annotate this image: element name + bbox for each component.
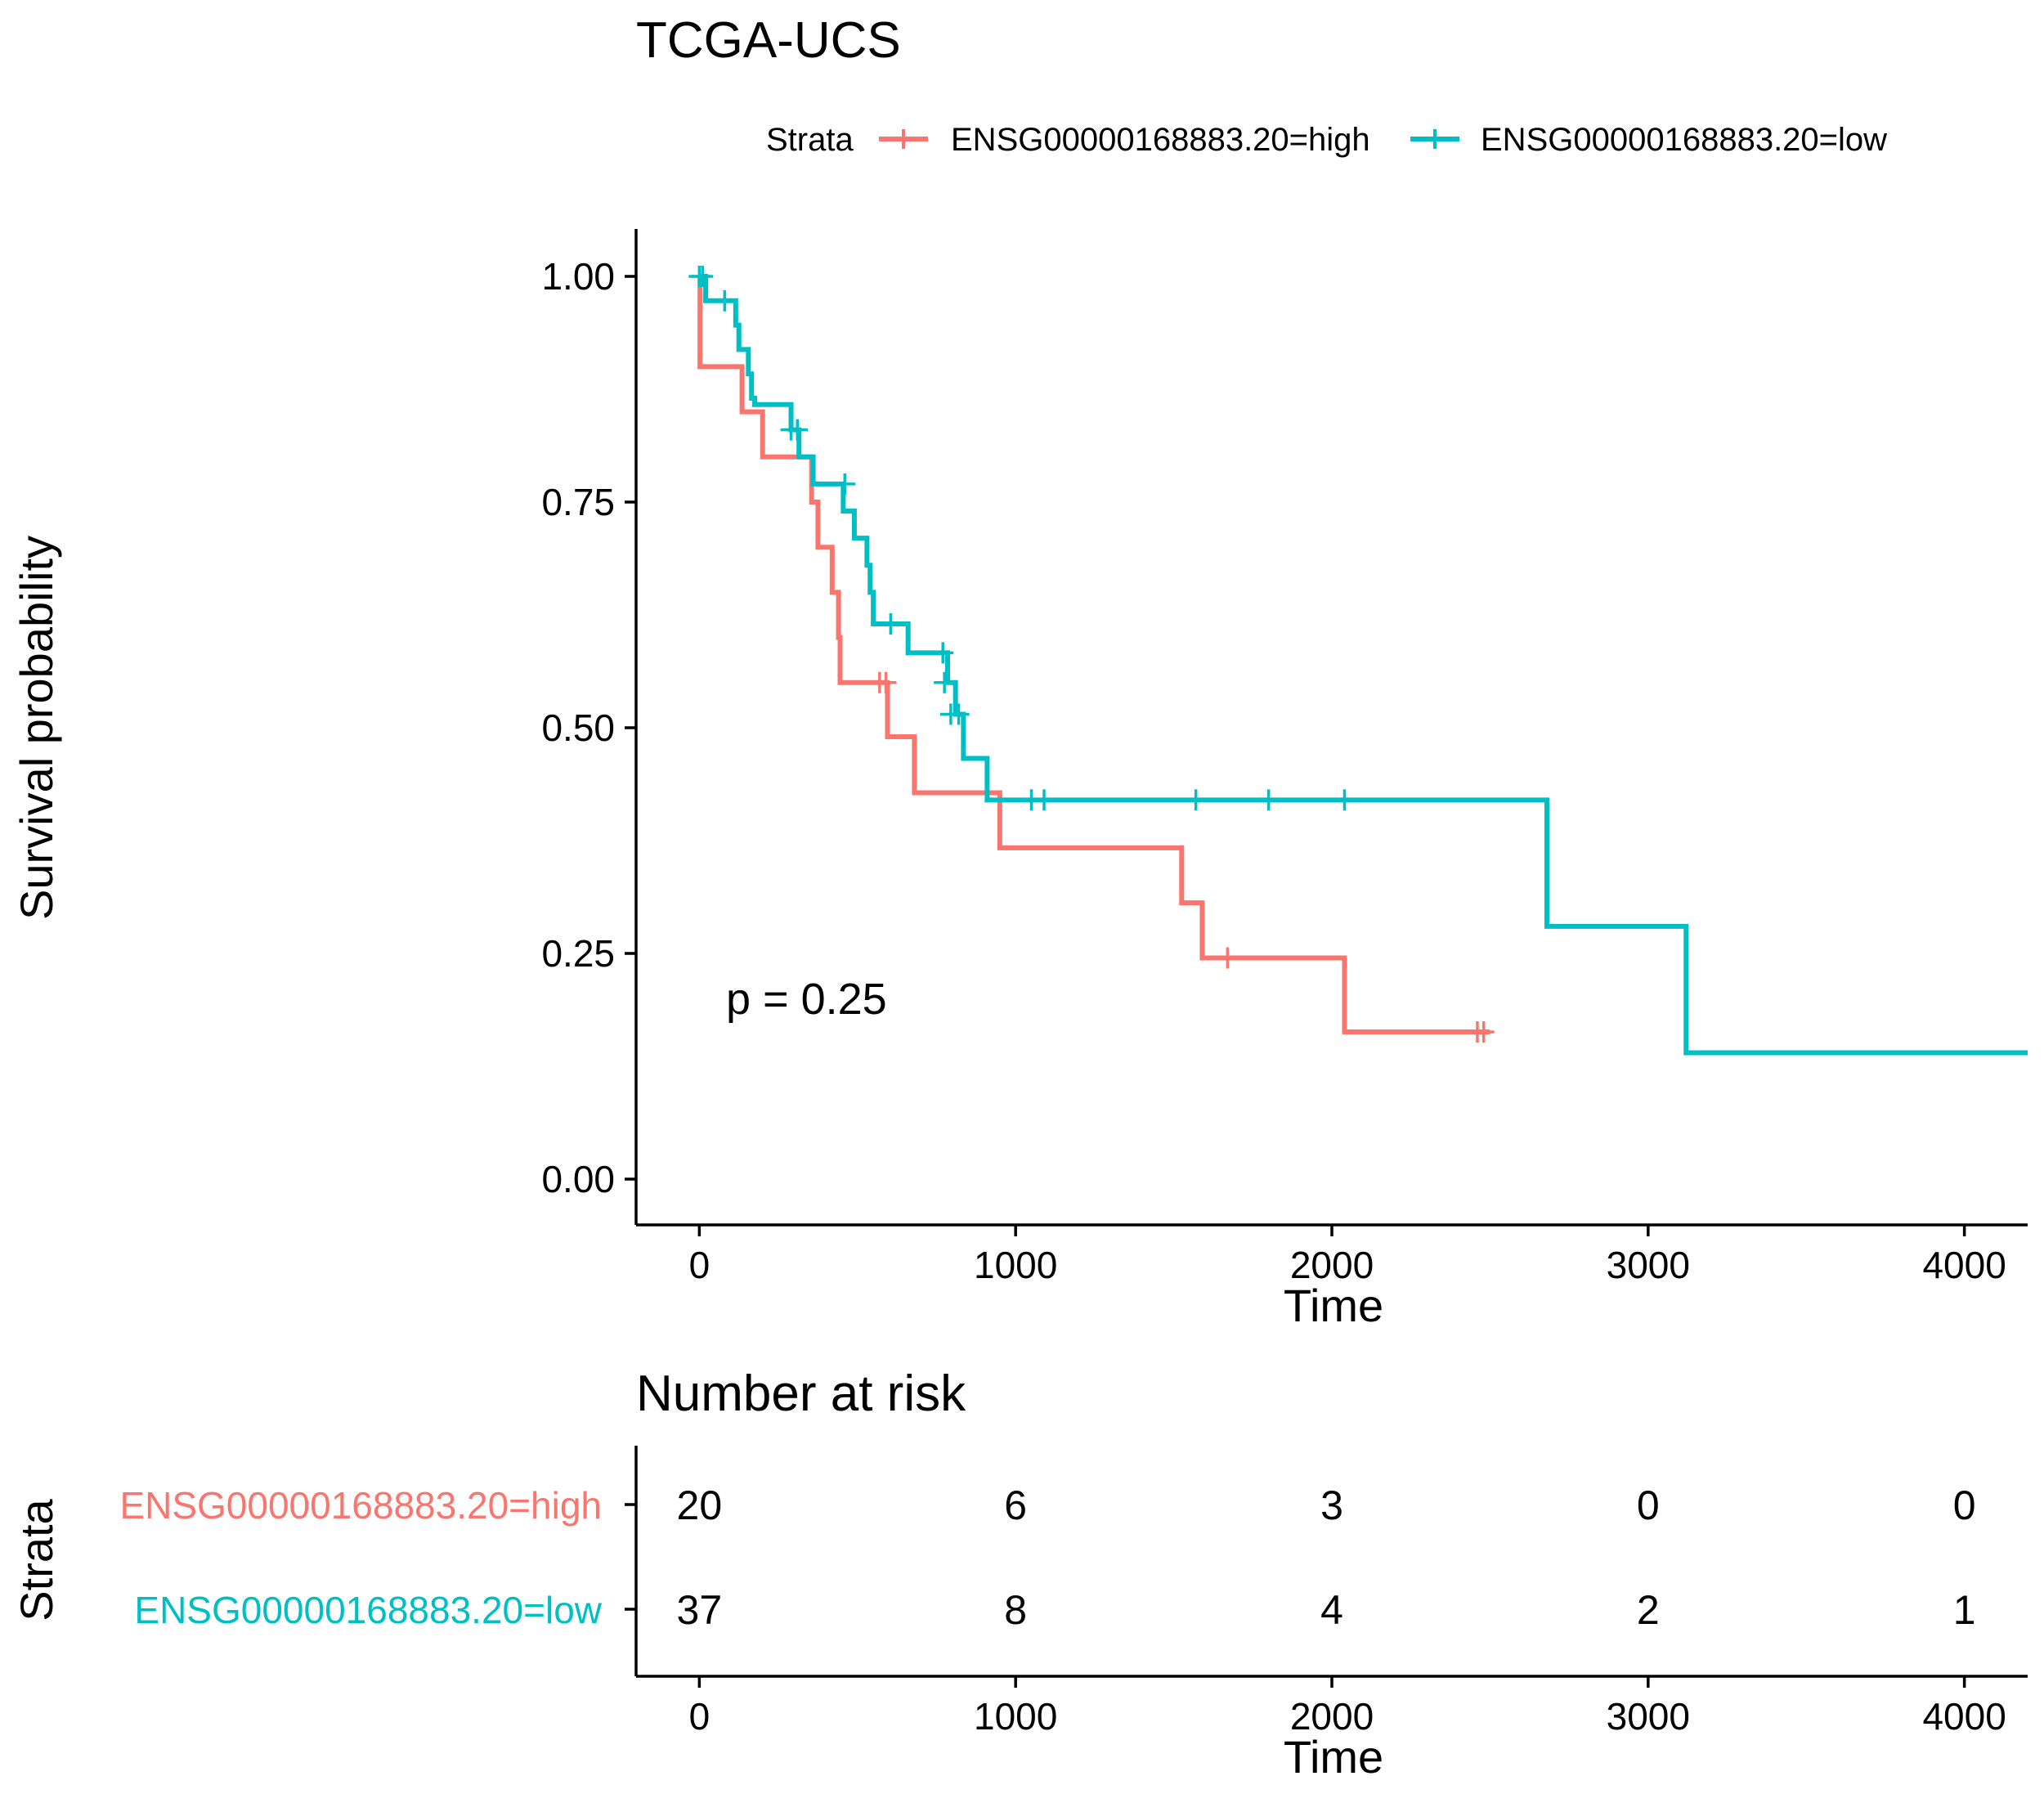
x-tick-label: 2000 [1290,1244,1374,1286]
risk-count-low: 8 [1004,1587,1027,1633]
risk-table-title: Number at risk [636,1366,966,1422]
y-axis-title: Survival probability [11,536,62,920]
legend-key-high [879,129,928,149]
x-axis-ticks: 0 1000 2000 3000 4000 [689,1225,2006,1286]
p-value-annotation: p = 0.25 [726,975,887,1024]
risk-x-tick-label: 1000 [974,1695,1057,1738]
risk-count-low: 37 [677,1587,723,1633]
survival-curve-high [697,274,1490,1035]
risk-x-axis-title: Time [1284,1731,1383,1783]
risk-x-tick-label: 3000 [1607,1695,1690,1738]
chart-title: TCGA-UCS [636,12,901,69]
y-axis-ticks: 0.00 0.25 0.50 0.75 1.00 [541,255,636,1200]
legend: Strata ENSG00000168883.20=high ENSG00000… [766,122,1887,158]
risk-count-high: 0 [1637,1482,1660,1528]
risk-x-tick-label: 4000 [1922,1695,2006,1738]
survival-curve-low [699,274,2028,1056]
y-tick-label: 0.50 [541,706,615,749]
legend-key-low [1410,129,1459,149]
risk-table: Number at risk ENSG00000168883.20=high 20… [11,1366,2028,1783]
risk-x-tick-label: 0 [689,1695,710,1738]
risk-count-high: 6 [1004,1482,1027,1528]
risk-count-high: 0 [1953,1482,1976,1528]
risk-count-low: 2 [1637,1587,1660,1633]
legend-label-low: ENSG00000168883.20=low [1481,122,1887,158]
legend-label-high: ENSG00000168883.20=high [951,122,1370,158]
legend-title: Strata [766,122,854,158]
risk-rows: ENSG00000168883.20=high 20 6 3 0 0 ENSG0000016… [119,1482,1975,1633]
risk-count-high: 20 [677,1482,723,1528]
risk-count-high: 3 [1320,1482,1343,1528]
risk-count-low: 4 [1320,1587,1343,1633]
x-tick-label: 3000 [1607,1244,1690,1286]
x-axis-title: Time [1284,1280,1383,1331]
strata-label-low: ENSG00000168883.20=low [134,1589,602,1631]
x-tick-label: 4000 [1922,1244,2006,1286]
x-tick-label: 1000 [974,1244,1057,1286]
x-tick-label: 0 [689,1244,710,1286]
risk-y-axis-title: Strata [11,1498,62,1621]
survival-plot: 0.00 0.25 0.50 0.75 1.00 0 1000 2000 3000 4000 S… [11,229,2028,1331]
y-tick-label: 0.00 [541,1158,615,1200]
y-tick-label: 0.25 [541,932,615,975]
y-tick-label: 0.75 [541,481,615,523]
risk-x-axis-ticks: 0 1000 2000 3000 4000 [689,1676,2006,1738]
risk-x-tick-label: 2000 [1290,1695,1374,1738]
survival-curves [688,266,2028,1056]
y-tick-label: 1.00 [541,255,615,298]
strata-label-high: ENSG00000168883.20=high [119,1484,602,1527]
risk-count-low: 1 [1953,1587,1976,1633]
